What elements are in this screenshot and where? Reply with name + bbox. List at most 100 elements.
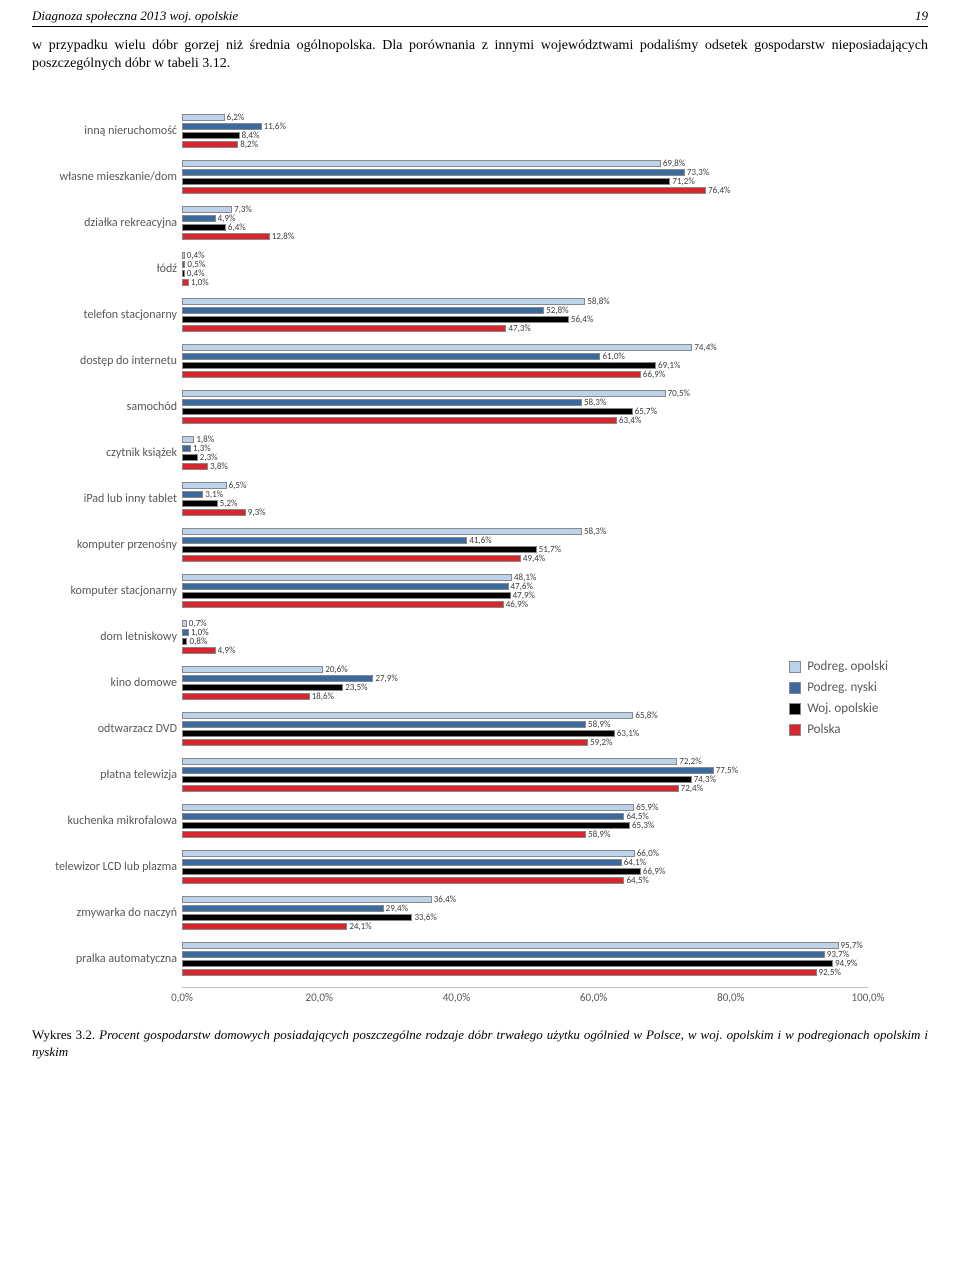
bar [182,693,310,700]
x-tick: 80,0% [717,991,744,1004]
bar [182,721,586,728]
bar-row: 70,5% [182,389,868,398]
bar [182,896,432,903]
bar [182,923,347,930]
data-label: 66,9% [641,369,665,380]
bar [182,500,218,507]
bar-row: 47,3% [182,324,868,333]
bar [182,454,198,461]
bar-row: 8,2% [182,140,868,149]
bar [182,482,227,489]
bar-row: 63,1% [182,729,868,738]
data-label: 8,2% [238,139,258,150]
bar [182,684,343,691]
category-group: telewizor LCD lub plazma66,0%64,1%66,9%6… [182,849,868,885]
category-group: komputer przenośny58,3%41,6%51,7%49,4% [182,527,868,563]
data-label: 18,6% [310,691,334,702]
bar [182,831,586,838]
bar [182,813,624,820]
caption-lead: Wykres 3.2. [32,1027,95,1042]
bar [182,528,582,535]
bar-row: 29,4% [182,904,868,913]
bar-row: 66,9% [182,370,868,379]
bar [182,307,544,314]
bar-row: 69,1% [182,361,868,370]
bar-row: 24,1% [182,922,868,931]
bar-row: 52,8% [182,306,868,315]
bar-row: 5,2% [182,499,868,508]
bar-row: 33,6% [182,913,868,922]
x-tick: 60,0% [580,991,607,1004]
bar [182,325,506,332]
bar [182,206,232,213]
bar [182,114,225,121]
bar-row: 4,9% [182,214,868,223]
bar-row: 1,0% [182,278,868,287]
bar-row: 94,9% [182,959,868,968]
bar [182,905,384,912]
category-label: płatna telewizja [32,768,177,782]
bar [182,399,582,406]
data-label: 49,4% [521,553,545,564]
header-page: 19 [915,8,928,24]
bar-row: 2,3% [182,453,868,462]
bar [182,942,839,949]
bar-row: 0,8% [182,637,868,646]
bar-row: 58,3% [182,527,868,536]
bar [182,362,656,369]
bar [182,141,238,148]
bar [182,712,633,719]
bar [182,675,373,682]
bar-row: 23,5% [182,683,868,692]
bar-row: 8,4% [182,131,868,140]
bar-row: 41,6% [182,536,868,545]
data-label: 9,3% [246,507,266,518]
bar [182,850,635,857]
bar [182,169,685,176]
bar-row: 1,8% [182,435,868,444]
data-label: 46,9% [504,599,528,610]
bar [182,739,588,746]
bar [182,298,585,305]
bar-row: 77,5% [182,766,868,775]
bar-row: 65,8% [182,711,868,720]
bar [182,647,216,654]
category-label: pralka automatyczna [32,952,177,966]
category-group: dostęp do internetu74,4%61,0%69,1%66,9% [182,343,868,379]
bar [182,767,714,774]
data-label: 12,8% [270,231,294,242]
running-header: Diagnoza społeczna 2013 woj. opolskie 19 [32,8,928,27]
bar-row: 71,2% [182,177,868,186]
bar-row: 64,5% [182,812,868,821]
category-label: zmywarka do naczyń [32,906,177,920]
bar-row: 1,0% [182,628,868,637]
bar [182,583,509,590]
bar [182,776,692,783]
bar [182,463,208,470]
bar [182,390,666,397]
bar-row: 58,9% [182,830,868,839]
x-tick: 100,0% [852,991,885,1004]
data-label: 1,0% [189,277,209,288]
category-label: odtwarzacz DVD [32,722,177,736]
bar-row: 69,8% [182,159,868,168]
category-group: kino domowe20,6%27,9%23,5%18,6% [182,665,868,701]
bar-row: 0,7% [182,619,868,628]
category-group: odtwarzacz DVD65,8%58,9%63,1%59,2% [182,711,868,747]
bar [182,537,467,544]
bar-row: 11,6% [182,122,868,131]
bar [182,601,504,608]
bar [182,859,622,866]
bar-row: 72,2% [182,757,868,766]
bar [182,555,521,562]
bar-row: 72,4% [182,784,868,793]
bar-row: 58,3% [182,398,868,407]
bar [182,224,226,231]
bar [182,279,189,286]
bar-row: 27,9% [182,674,868,683]
chart-caption: Wykres 3.2. Procent gospodarstw domowych… [32,1027,928,1061]
bar-row: 65,7% [182,407,868,416]
bar [182,804,634,811]
x-tick: 20,0% [306,991,333,1004]
category-label: iPad lub inny tablet [32,492,177,506]
